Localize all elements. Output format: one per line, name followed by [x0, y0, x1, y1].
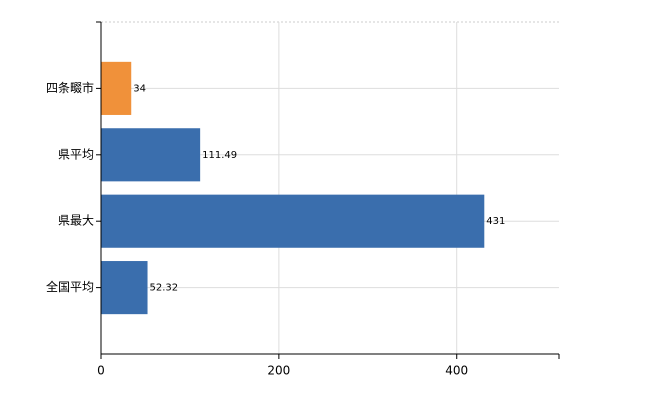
- bar: [101, 128, 201, 182]
- bar: [101, 61, 132, 115]
- y-tick-label: 県平均: [58, 147, 94, 161]
- y-tick-label: 四条畷市: [46, 80, 94, 95]
- x-tick-label: 200: [267, 364, 290, 378]
- y-tick-label: 県最大: [58, 214, 94, 228]
- value-label: 34: [133, 83, 146, 94]
- value-label: 52.32: [150, 283, 179, 294]
- value-label: 111.49: [202, 150, 237, 161]
- x-tick-label: 400: [445, 364, 468, 378]
- x-tick-label: 0: [97, 364, 105, 378]
- y-tick-label: 全国平均: [46, 279, 94, 294]
- value-label: 431: [486, 216, 505, 227]
- bar: [101, 261, 148, 315]
- bar: [101, 194, 485, 248]
